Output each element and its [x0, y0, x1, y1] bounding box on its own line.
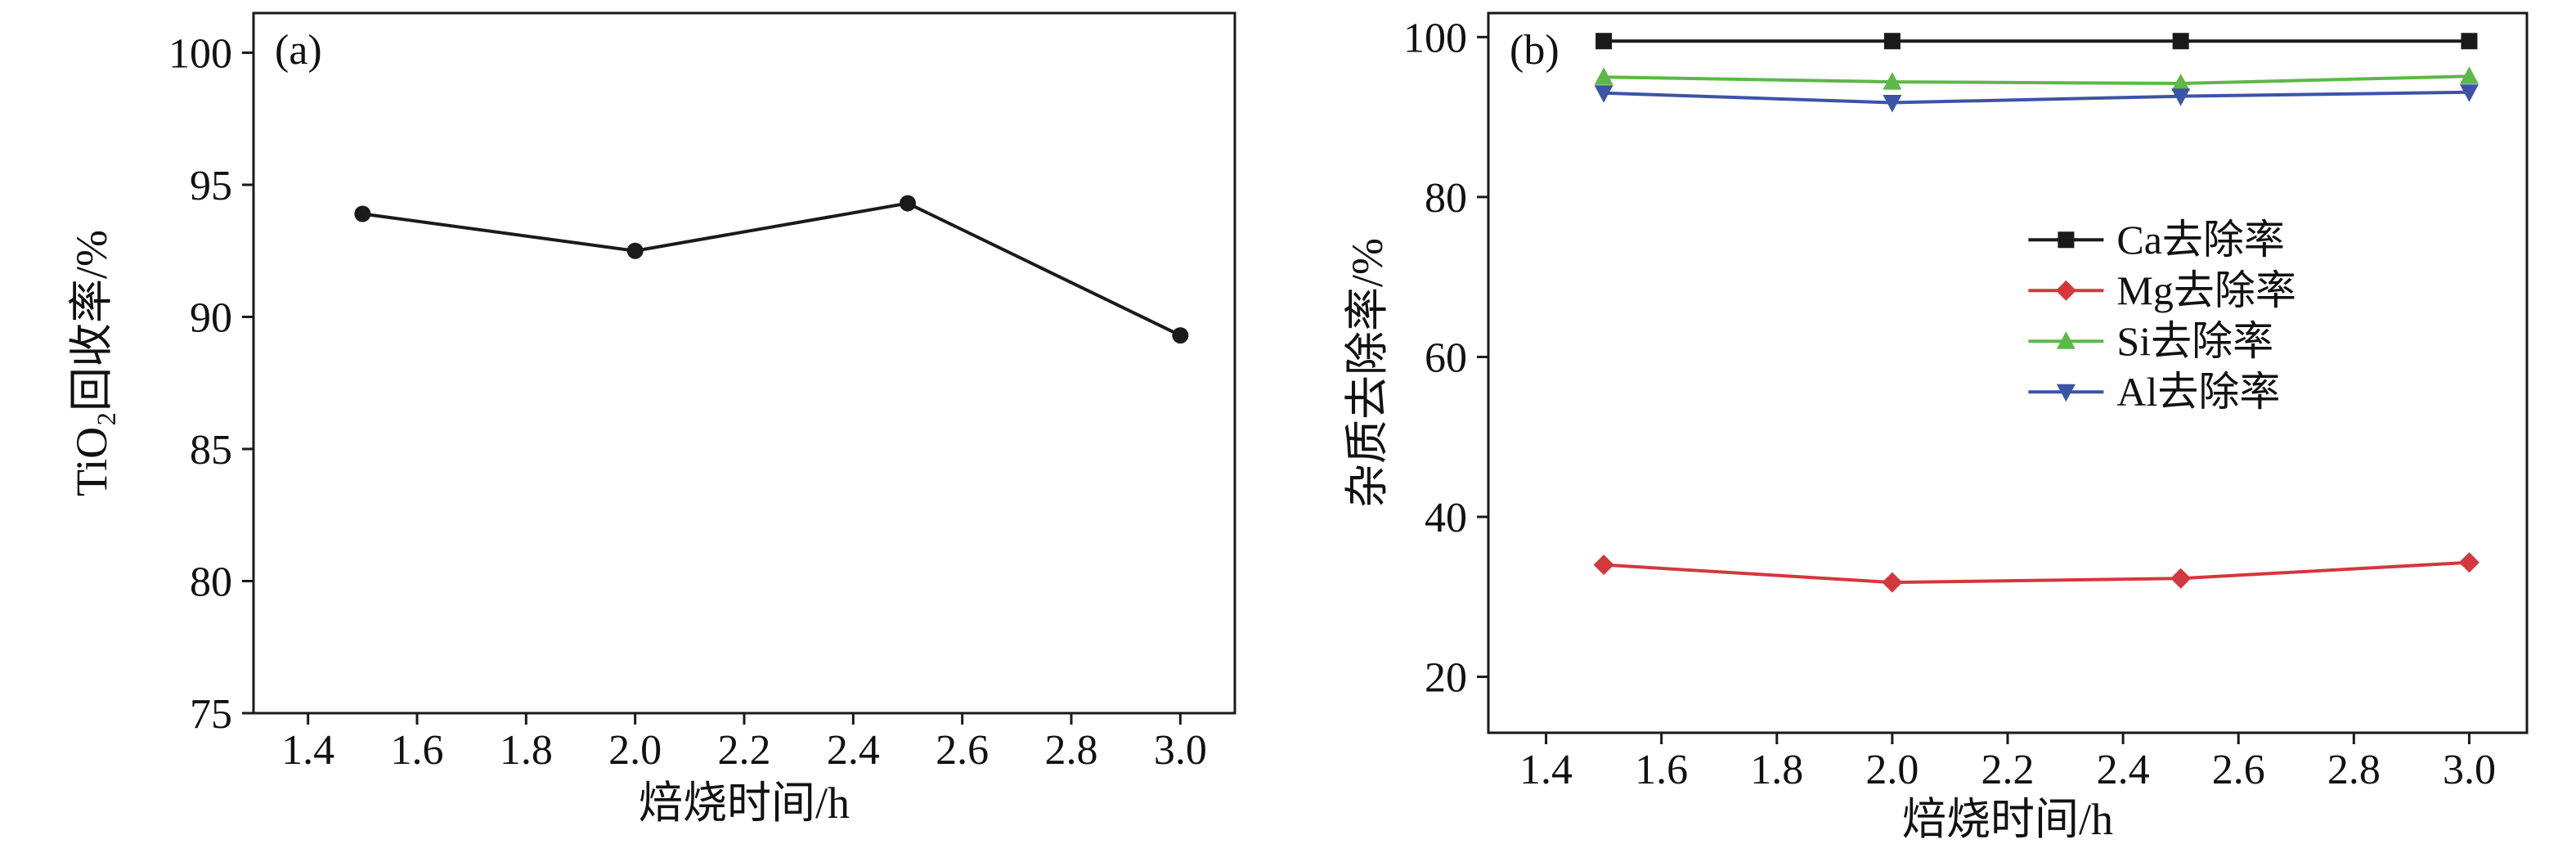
series-line-mg-removal [1603, 560, 2470, 585]
series-line-si-removal [1604, 74, 2470, 86]
series-marker-ca-removal [2172, 33, 2189, 50]
x-axis-label: 焙烧时间/h [639, 779, 850, 828]
legend-marker-ca-removal [2058, 231, 2075, 249]
y-tick-label: 80 [190, 559, 232, 605]
chart-a-tio2-recovery: 1.4 1.6 1.8 2.0 2.2 2.4 2.6 2.8 3.0 75 80 85 90 95 100… [67, 11, 1236, 828]
y-tick-label: 20 [1425, 655, 1467, 702]
series-marker-tio2-recovery [1172, 327, 1189, 344]
series-marker-mg-removal [2170, 568, 2192, 589]
series-marker-mg-removal [2458, 552, 2480, 573]
series-marker-si-removal [1594, 67, 1613, 85]
series-marker-si-removal [2171, 74, 2191, 92]
y-tick-label: 60 [1425, 334, 1467, 381]
series-marker-ca-removal [1883, 33, 1901, 50]
series-line-tio2-recovery [362, 201, 1182, 337]
x-tick-label: 1.4 [1519, 747, 1573, 793]
legend-marker-si-removal [2056, 331, 2076, 349]
legend-label-al-removal: Al去除率 [2116, 369, 2280, 415]
x-tick-label: 1.6 [1635, 747, 1688, 793]
legend-label-si-removal: Si去除率 [2116, 318, 2273, 364]
legend-marker-mg-removal [2055, 280, 2076, 301]
legend-label-mg-removal: Mg去除率 [2116, 267, 2296, 313]
x-tick-label: 2.4 [2097, 747, 2150, 793]
x-tick-label: 2.2 [718, 727, 771, 774]
x-tick-label: 2.8 [1045, 727, 1098, 774]
legend-marker-al-removal [2056, 384, 2076, 402]
y-tick-label: 100 [168, 30, 232, 77]
plot-frame [1487, 11, 2529, 734]
series-marker-al-removal [1883, 95, 1902, 113]
series-marker-tio2-recovery [900, 195, 916, 212]
legend-label-ca-removal: Ca去除率 [2116, 217, 2285, 263]
x-tick-label: 1.6 [391, 727, 444, 774]
series-marker-mg-removal [1882, 572, 1903, 593]
series-marker-mg-removal [1593, 554, 1614, 576]
x-tick-label: 2.0 [608, 727, 662, 774]
x-tick-label: 2.0 [1865, 747, 1919, 793]
x-tick-label: 3.0 [2443, 747, 2496, 793]
series-marker-si-removal [1883, 72, 1902, 90]
series-marker-al-removal [2171, 88, 2191, 106]
series-marker-tio2-recovery [626, 242, 644, 259]
series-marker-si-removal [2459, 66, 2479, 84]
y-tick-label: 80 [1425, 175, 1467, 222]
y-axis-label: 杂质去除率/% [1343, 238, 1392, 508]
y-tick-label: 75 [190, 691, 232, 738]
series-marker-ca-removal [1595, 33, 1613, 50]
x-tick-label: 3.0 [1154, 727, 1207, 774]
x-tick-label: 2.6 [2212, 747, 2265, 793]
y-tick-label: 90 [190, 294, 232, 341]
x-tick-label: 1.8 [1750, 747, 1803, 793]
series-marker-al-removal [1594, 85, 1613, 103]
series-marker-ca-removal [2461, 33, 2478, 50]
x-tick-label: 1.8 [500, 727, 553, 774]
x-tick-label: 1.4 [281, 727, 334, 774]
y-tick-label: 40 [1425, 495, 1467, 541]
x-axis-label: 焙烧时间/h [1902, 795, 2113, 844]
y-axis-label: TiO₂回收率/% [67, 230, 116, 496]
series-line-al-removal [1604, 90, 2470, 105]
series-marker-tio2-recovery [354, 205, 371, 222]
x-tick-label: 2.6 [936, 727, 989, 774]
y-tick-label: 100 [1403, 15, 1467, 61]
panel-label: (a) [275, 27, 322, 74]
series-marker-al-removal [2459, 84, 2479, 102]
x-tick-label: 2.2 [1981, 747, 2035, 793]
plot-frame [252, 11, 1236, 715]
chart-b-impurity-removal: 1.4 1.6 1.8 2.0 2.2 2.4 2.6 2.8 3.0 20 40 60 80 100 焙烧… [1343, 11, 2529, 844]
x-tick-label: 2.8 [2327, 747, 2381, 793]
y-tick-label: 95 [190, 163, 232, 209]
y-tick-label: 85 [190, 427, 232, 474]
x-tick-label: 2.4 [827, 727, 880, 774]
panel-label: (b) [1510, 27, 1560, 74]
